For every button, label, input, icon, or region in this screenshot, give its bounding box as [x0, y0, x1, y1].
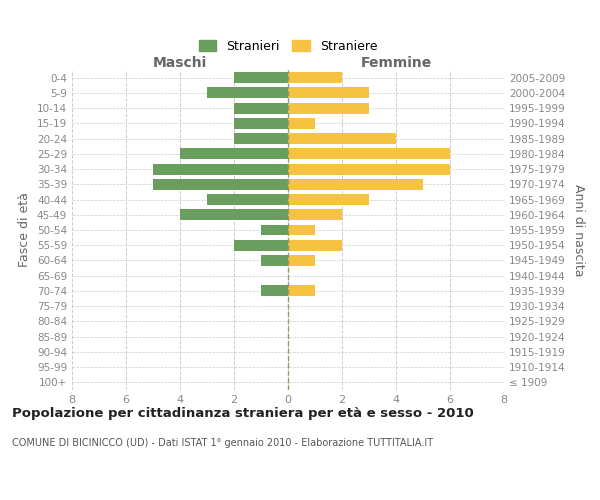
Bar — [288, 210, 342, 220]
Bar — [234, 133, 288, 144]
Bar — [234, 72, 288, 83]
Y-axis label: Fasce di età: Fasce di età — [19, 192, 31, 268]
Text: COMUNE DI BICINICCO (UD) - Dati ISTAT 1° gennaio 2010 - Elaborazione TUTTITALIA.: COMUNE DI BICINICCO (UD) - Dati ISTAT 1°… — [12, 438, 433, 448]
Bar — [207, 194, 288, 205]
Bar — [288, 164, 450, 174]
Bar — [207, 88, 288, 99]
Bar — [288, 118, 315, 129]
Y-axis label: Anni di nascita: Anni di nascita — [572, 184, 585, 276]
Bar — [261, 255, 288, 266]
Bar — [288, 72, 342, 83]
Bar — [180, 148, 288, 160]
Bar — [153, 179, 288, 190]
Bar — [288, 133, 396, 144]
Bar — [288, 194, 369, 205]
Bar — [288, 255, 315, 266]
Bar — [180, 210, 288, 220]
Bar — [288, 286, 315, 296]
Bar — [288, 240, 342, 250]
Bar — [234, 102, 288, 114]
Text: Femmine: Femmine — [361, 56, 431, 70]
Text: Maschi: Maschi — [153, 56, 207, 70]
Text: Popolazione per cittadinanza straniera per età e sesso - 2010: Popolazione per cittadinanza straniera p… — [12, 408, 474, 420]
Bar — [153, 164, 288, 174]
Bar — [288, 102, 369, 114]
Bar — [288, 148, 450, 160]
Bar — [288, 224, 315, 235]
Bar — [261, 286, 288, 296]
Bar — [288, 88, 369, 99]
Bar — [261, 224, 288, 235]
Bar — [234, 118, 288, 129]
Bar — [234, 240, 288, 250]
Legend: Stranieri, Straniere: Stranieri, Straniere — [194, 34, 382, 58]
Bar — [288, 179, 423, 190]
